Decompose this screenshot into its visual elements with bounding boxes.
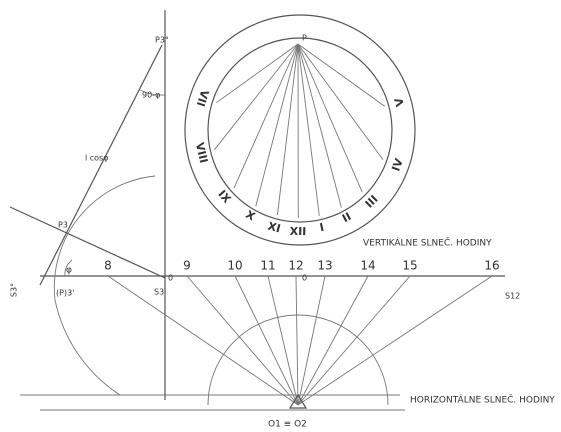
hour-line — [298, 276, 325, 405]
hour-line — [214, 44, 298, 150]
construction-arc — [54, 176, 155, 395]
roman-numeral: VII — [194, 88, 212, 108]
label: S3° — [10, 283, 19, 297]
label: 90-φ — [142, 91, 160, 100]
hour-line — [298, 276, 492, 405]
label: 0 — [168, 274, 173, 283]
hour-number: 12 — [288, 259, 303, 273]
label: S12 — [505, 292, 520, 301]
label: 0 — [302, 274, 307, 283]
title: HORIZONTÁLNE SLNEČ. HODINY — [410, 394, 555, 406]
roman-numeral: II — [340, 210, 353, 225]
label: l cosφ — [85, 154, 109, 163]
roman-numeral: V — [392, 96, 407, 108]
slant-line — [10, 207, 165, 278]
hour-number: 13 — [317, 259, 332, 273]
hour-number: 14 — [360, 259, 375, 273]
hour-line — [298, 44, 341, 208]
dial-inner — [208, 38, 392, 222]
hour-line — [298, 276, 368, 405]
roman-numeral: I — [318, 221, 325, 235]
label: P3° — [155, 36, 169, 45]
label: P3 — [58, 221, 68, 230]
label: P — [302, 34, 307, 43]
hour-line — [298, 276, 410, 405]
roman-numeral: X — [243, 208, 257, 224]
hour-number: 9 — [183, 259, 191, 273]
hour-line — [277, 44, 298, 215]
roman-numeral: XI — [266, 220, 281, 236]
hour-line — [268, 276, 298, 405]
hour-line — [216, 44, 298, 103]
hour-number: 16 — [484, 259, 499, 273]
hour-number: 11 — [260, 259, 275, 273]
label: (P)3' — [56, 289, 74, 298]
hour-line — [298, 44, 319, 216]
roman-numeral: VIII — [193, 141, 210, 164]
title: VERTIKÁLNE SLNEČ. HODINY — [363, 237, 492, 249]
diagram: VIIVIIIIXXXIXIIIIIIIIIVV8910111213141516… — [0, 0, 561, 432]
hour-number: 10 — [227, 259, 242, 273]
label: O1 ≡ O2 — [268, 420, 307, 430]
label: S3 — [154, 288, 164, 297]
roman-numeral: IV — [389, 156, 406, 173]
roman-numeral: XII — [290, 225, 307, 238]
hour-number: 8 — [104, 259, 112, 273]
hour-line — [296, 276, 298, 405]
hour-number: 15 — [402, 259, 417, 273]
hour-line — [108, 276, 298, 405]
hour-line — [235, 276, 298, 405]
label: φ — [66, 266, 72, 276]
